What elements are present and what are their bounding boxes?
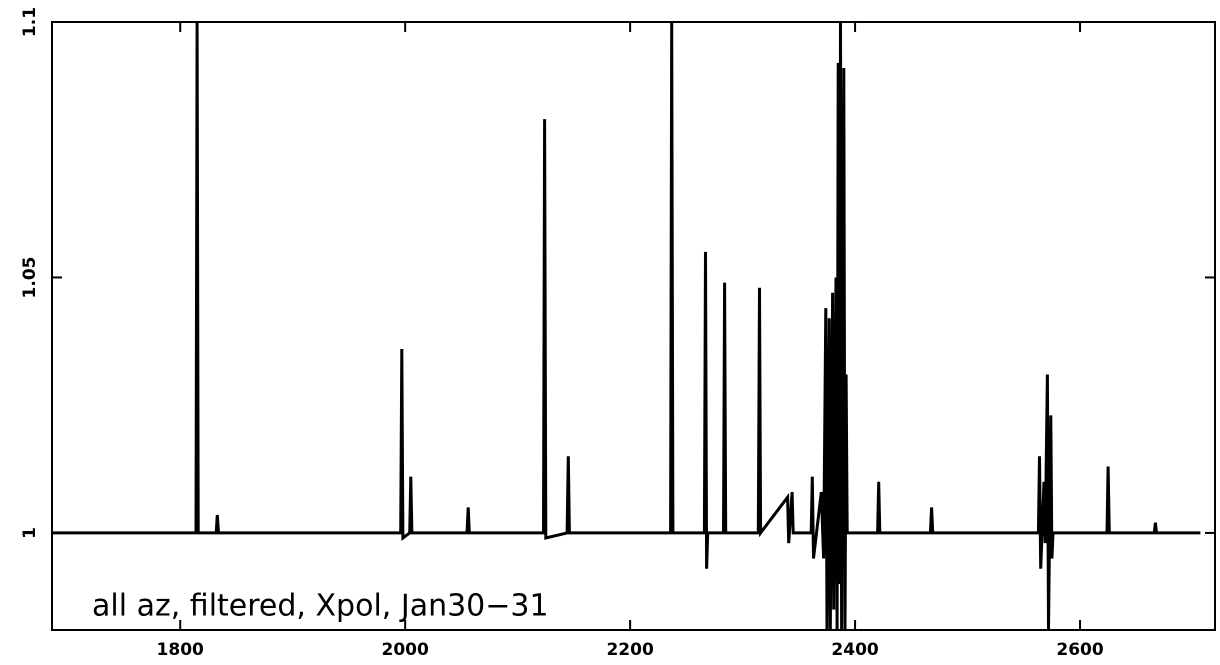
y-tick-label: 1.1 [20,7,40,37]
x-tick-label: 2600 [1056,640,1103,660]
x-tick-label: 2400 [831,640,878,660]
x-tick-label: 1800 [157,640,204,660]
y-tick-label: 1 [20,527,40,539]
data-line [52,22,1201,630]
plot-frame [51,21,1216,631]
annotation: all az, filtered, Xpol, Jan30−31 [92,589,549,624]
x-tick-label: 2200 [606,640,653,660]
x-tick-label: 2000 [382,640,429,660]
plot-area [52,22,1201,630]
y-tick-label: 1.05 [20,256,40,298]
